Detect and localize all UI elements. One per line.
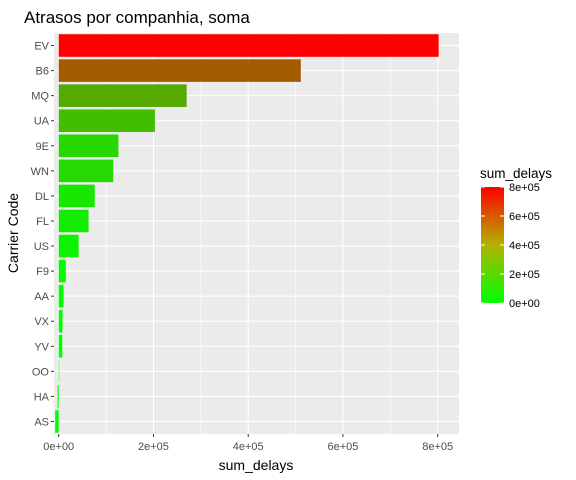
chart-title: Atrasos por companhia, soma bbox=[24, 8, 250, 27]
bar-F9 bbox=[58, 259, 66, 283]
bar-9E bbox=[58, 134, 119, 158]
bar-OO bbox=[58, 360, 60, 383]
bar-FL bbox=[58, 209, 89, 233]
y-tick-label: FL bbox=[36, 216, 49, 228]
legend-tick-label: 0e+00 bbox=[509, 298, 540, 310]
bar-VX bbox=[58, 309, 63, 333]
y-tick-label: WN bbox=[31, 166, 49, 178]
bar-DL bbox=[58, 184, 95, 208]
x-axis-title: sum_delays bbox=[219, 457, 294, 473]
y-tick-label: 9E bbox=[36, 141, 49, 153]
bar-HA bbox=[57, 385, 59, 408]
y-tick-label: F9 bbox=[36, 266, 49, 278]
y-tick-label: HA bbox=[34, 391, 50, 403]
bar-AS bbox=[55, 410, 59, 433]
legend-tick-label: 8e+05 bbox=[509, 182, 540, 194]
x-tick-label: 6e+05 bbox=[327, 441, 358, 453]
y-tick-label: VX bbox=[34, 316, 49, 328]
bar-MQ bbox=[58, 84, 187, 107]
y-tick-label: B6 bbox=[36, 66, 49, 78]
x-tick-label: 2e+05 bbox=[138, 441, 169, 453]
bar-YV bbox=[58, 335, 63, 358]
bar-EV bbox=[58, 34, 439, 57]
x-tick-labels: 0e+00 2e+05 4e+05 6e+05 8e+05 bbox=[43, 434, 453, 453]
legend-tick-label: 6e+05 bbox=[509, 211, 540, 223]
x-tick-label: 8e+05 bbox=[422, 441, 453, 453]
y-tick-label: US bbox=[34, 241, 49, 253]
y-tick-label: MQ bbox=[31, 91, 49, 103]
y-tick-label: AS bbox=[34, 416, 49, 428]
y-tick-label: DL bbox=[35, 191, 49, 203]
color-legend: sum_delays 0e+00 2e+05 4e+05 6e+05 8e+05 bbox=[480, 166, 552, 310]
y-tick-label: OO bbox=[32, 366, 50, 378]
bar-US bbox=[58, 234, 79, 258]
bar-UA bbox=[58, 109, 155, 132]
y-tick-label: EV bbox=[34, 41, 49, 53]
bar-B6 bbox=[58, 59, 301, 82]
x-tick-label: 0e+00 bbox=[43, 441, 74, 453]
bar-WN bbox=[58, 159, 114, 183]
bars bbox=[55, 34, 439, 433]
legend-tick-label: 4e+05 bbox=[509, 240, 540, 252]
y-tick-label: AA bbox=[34, 291, 49, 303]
y-tick-label: UA bbox=[34, 116, 50, 128]
legend-title: sum_delays bbox=[480, 166, 552, 181]
legend-tick-label: 2e+05 bbox=[509, 269, 540, 281]
bar-AA bbox=[58, 284, 64, 308]
y-tick-label: YV bbox=[34, 341, 49, 353]
y-tick-labels: EV B6 MQ UA 9E WN DL FL US F9 AA VX YV OO HA AS bbox=[31, 41, 54, 428]
legend-colorbar bbox=[481, 187, 504, 303]
y-axis-title: Carrier Code bbox=[5, 193, 21, 273]
x-tick-label: 4e+05 bbox=[233, 441, 264, 453]
legend-ticks: 0e+00 2e+05 4e+05 6e+05 8e+05 bbox=[481, 182, 540, 310]
